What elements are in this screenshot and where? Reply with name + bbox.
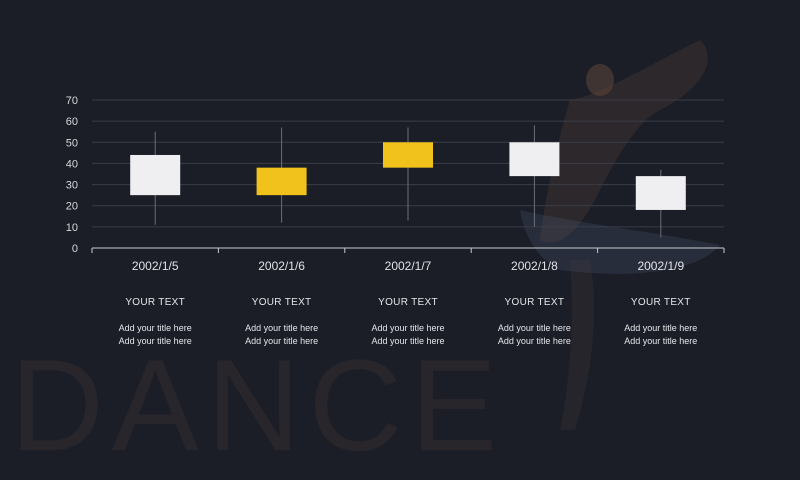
caption-title: YOUR TEXT xyxy=(251,297,312,308)
x-tick-label: 2002/1/8 xyxy=(511,259,558,273)
candlestick-chart: 0 10 20 30 40 50 60 70 2002/1/5 2002/1/6 2002/1/7… xyxy=(66,95,725,273)
caption-title: YOUR TEXT xyxy=(125,297,186,308)
x-axis: 2002/1/5 2002/1/6 2002/1/7 2002/1/8 2002/1/9 xyxy=(91,247,725,273)
y-tick-label: 10 xyxy=(66,222,78,234)
caption-line: Add your title here xyxy=(371,336,445,346)
candle-body xyxy=(383,142,433,168)
x-tick-label: 2002/1/9 xyxy=(637,259,684,273)
x-tick-label: 2002/1/5 xyxy=(132,259,179,273)
candle-body xyxy=(256,167,307,196)
caption-line: Add your title here xyxy=(497,336,571,346)
candle-body xyxy=(635,176,686,210)
caption-line: Add your title here xyxy=(371,323,445,333)
caption-block: YOUR TEXT Add your title here Add your tit… xyxy=(348,297,468,348)
caption-line: Add your title here xyxy=(245,336,319,346)
caption-title: YOUR TEXT xyxy=(378,297,438,308)
y-tick-label: 50 xyxy=(66,137,78,149)
y-tick-label: 0 xyxy=(72,243,78,255)
caption-line: Add your title here xyxy=(624,323,698,333)
candle-body xyxy=(130,154,181,196)
candle-body xyxy=(509,142,560,177)
y-tick-label: 20 xyxy=(66,201,78,213)
caption-line: Add your title here xyxy=(497,323,571,333)
caption-block: YOUR TEXT Add your title here Add your tit… xyxy=(95,297,215,348)
caption-line: Add your title here xyxy=(118,323,192,333)
caption-block: YOUR TEXT Add your title here Add your tit… xyxy=(601,297,721,348)
x-tick-label: 2002/1/6 xyxy=(258,259,305,273)
caption-line: Add your title here xyxy=(624,336,698,346)
candles xyxy=(130,125,686,238)
caption-title: YOUR TEXT xyxy=(630,297,691,308)
y-tick-label: 60 xyxy=(66,116,78,128)
y-axis: 0 10 20 30 40 50 60 70 xyxy=(66,95,78,255)
y-tick-label: 70 xyxy=(66,95,78,107)
caption-block: YOUR TEXT Add your title here Add your tit… xyxy=(222,297,342,348)
caption-line: Add your title here xyxy=(118,336,192,346)
caption-line: Add your title here xyxy=(245,323,319,333)
x-tick-label: 2002/1/7 xyxy=(385,259,432,273)
y-tick-label: 40 xyxy=(66,158,78,170)
caption-title: YOUR TEXT xyxy=(504,297,565,308)
caption-block: YOUR TEXT Add your title here Add your tit… xyxy=(474,297,594,348)
y-tick-label: 30 xyxy=(66,180,78,192)
